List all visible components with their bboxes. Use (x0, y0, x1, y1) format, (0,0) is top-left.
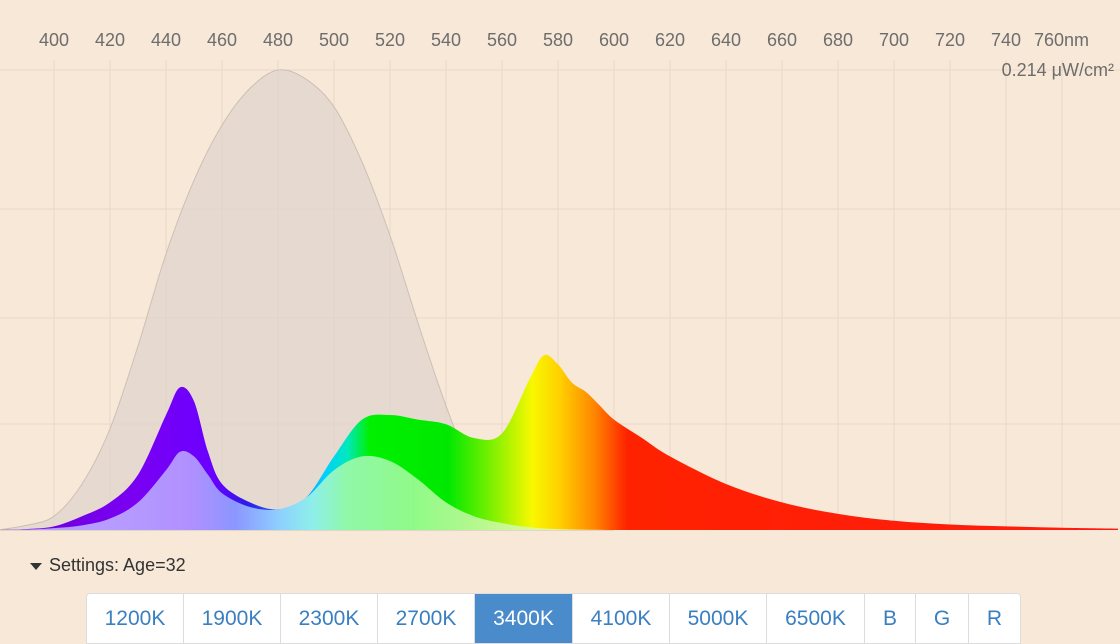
spectrum-areas (0, 69, 1118, 531)
preset-button-2300k[interactable]: 2300K (281, 594, 378, 643)
preset-button-3400k[interactable]: 3400K (475, 594, 573, 643)
x-tick-label: 700 (879, 30, 909, 50)
x-tick-label: 740 (991, 30, 1021, 50)
preset-button-r[interactable]: R (969, 594, 1020, 643)
x-tick-label: 640 (711, 30, 741, 50)
preset-button-2700k[interactable]: 2700K (378, 594, 475, 643)
x-tick-label: 660 (767, 30, 797, 50)
x-tick-label: 560 (487, 30, 517, 50)
x-tick-label: 720 (935, 30, 965, 50)
x-tick-label: 600 (599, 30, 629, 50)
x-axis-ticks: 400 420 440 460 480 500 520 540 560 580 600 620 640 6… (39, 30, 1089, 50)
x-tick-label: 460 (207, 30, 237, 50)
caret-down-icon (30, 563, 42, 570)
x-tick-label: 400 (39, 30, 69, 50)
preset-button-6500k[interactable]: 6500K (767, 594, 865, 643)
preset-button-5000k[interactable]: 5000K (670, 594, 767, 643)
color-temperature-presets: 1200K 1900K 2300K 2700K 3400K 4100K 5000K 6500K… (86, 593, 1021, 644)
x-tick-label: 500 (319, 30, 349, 50)
x-tick-label: 680 (823, 30, 853, 50)
intensity-scale-label: 0.214 μW/cm² (1002, 60, 1114, 80)
preset-button-g[interactable]: G (916, 594, 969, 643)
preset-button-1900k[interactable]: 1900K (184, 594, 281, 643)
x-tick-label: 540 (431, 30, 461, 50)
settings-toggle[interactable]: Settings: Age=32 (30, 555, 186, 576)
x-tick-label: 580 (543, 30, 573, 50)
series-area-rainbow (0, 354, 1118, 530)
preset-button-1200k[interactable]: 1200K (87, 594, 184, 643)
preset-button-4100k[interactable]: 4100K (573, 594, 670, 643)
preset-button-b[interactable]: B (865, 594, 916, 643)
x-tick-label: 480 (263, 30, 293, 50)
x-tick-label: 620 (655, 30, 685, 50)
spectrum-chart: 400 420 440 460 480 500 520 540 560 580 600 620 640 6… (0, 30, 1120, 531)
series-area-pale (0, 451, 614, 530)
x-tick-label: 760nm (1034, 30, 1089, 50)
x-tick-label: 520 (375, 30, 405, 50)
settings-label: Settings: Age=32 (49, 555, 186, 575)
x-tick-label: 440 (151, 30, 181, 50)
x-tick-label: 420 (95, 30, 125, 50)
